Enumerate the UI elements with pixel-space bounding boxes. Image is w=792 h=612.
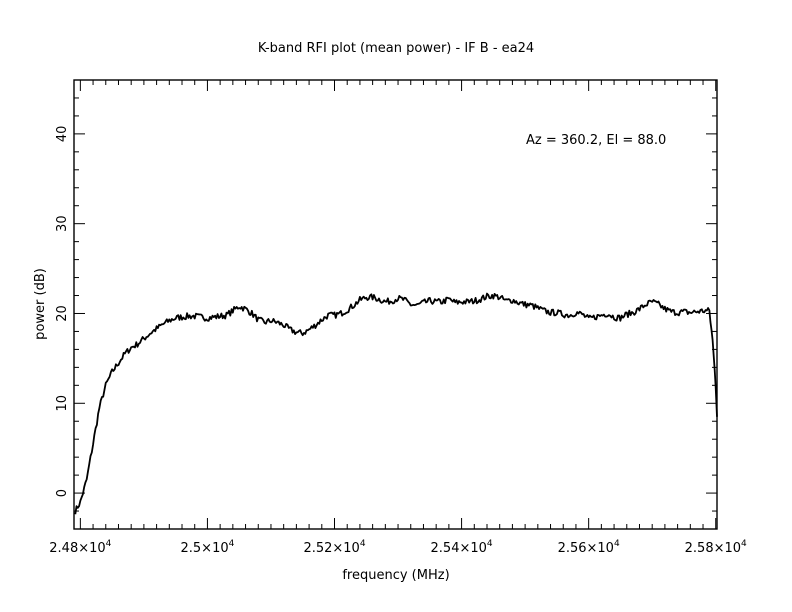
y-tick-label: 0 xyxy=(55,489,70,497)
x-tick-label: 2.52×104 xyxy=(303,539,365,556)
x-tick-label: 2.48×104 xyxy=(49,539,111,556)
x-tick-label: 2.56×104 xyxy=(558,539,620,556)
y-axis-label: power (dB) xyxy=(33,268,48,340)
y-tick-label: 10 xyxy=(55,395,70,412)
power-series-line xyxy=(74,292,718,515)
chart-title: K-band RFI plot (mean power) - IF B - ea… xyxy=(258,41,534,56)
pointing-annotation: Az = 360.2, El = 88.0 xyxy=(526,133,666,148)
y-tick-label: 40 xyxy=(55,126,70,143)
x-tick-label: 2.54×104 xyxy=(431,539,493,556)
x-tick-label: 2.5×104 xyxy=(181,539,235,556)
y-tick-label: 30 xyxy=(55,215,70,232)
y-tick-label: 20 xyxy=(55,305,70,322)
plot-frame xyxy=(73,79,718,530)
x-tick-label: 2.58×104 xyxy=(685,539,747,556)
x-axis-label: frequency (MHz) xyxy=(342,568,449,583)
